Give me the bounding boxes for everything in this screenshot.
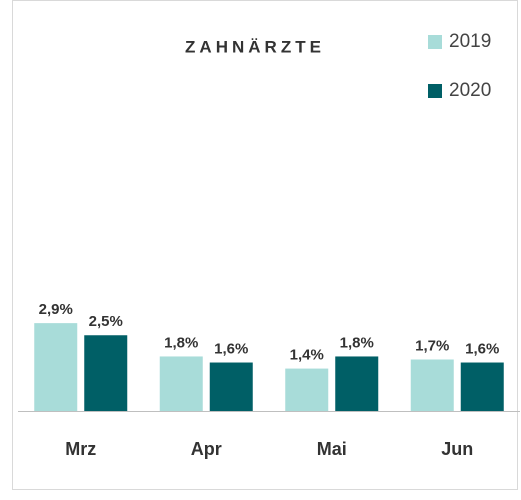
- bar: [159, 356, 203, 411]
- legend-label: 2020: [449, 80, 491, 101]
- value-label: 2,5%: [89, 313, 123, 330]
- value-label: 1,6%: [214, 340, 248, 357]
- bar: [34, 323, 78, 411]
- value-label: 1,4%: [290, 347, 324, 364]
- bar: [209, 362, 253, 411]
- legend-label: 2019: [449, 31, 491, 52]
- bar: [335, 356, 379, 411]
- x-tick-label: Apr: [191, 439, 222, 459]
- legend-swatch: [428, 84, 442, 98]
- chart-border: [12, 0, 518, 490]
- x-tick-label: Mrz: [65, 439, 96, 459]
- value-label: 1,8%: [340, 334, 374, 351]
- x-tick-label: Jun: [441, 439, 473, 459]
- bar: [410, 359, 454, 411]
- legend-swatch: [428, 35, 442, 49]
- bar: [84, 335, 128, 411]
- bar: [285, 368, 329, 411]
- value-label: 1,8%: [164, 334, 198, 351]
- chart-title: ZAHNÄRZTE: [185, 37, 325, 56]
- value-label: 1,6%: [465, 340, 499, 357]
- value-label: 2,9%: [39, 301, 73, 318]
- value-label: 1,7%: [415, 337, 449, 354]
- bar: [460, 362, 504, 411]
- x-tick-label: Mai: [317, 439, 347, 459]
